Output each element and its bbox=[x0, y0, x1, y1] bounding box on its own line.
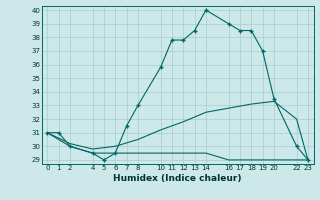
X-axis label: Humidex (Indice chaleur): Humidex (Indice chaleur) bbox=[113, 174, 242, 183]
